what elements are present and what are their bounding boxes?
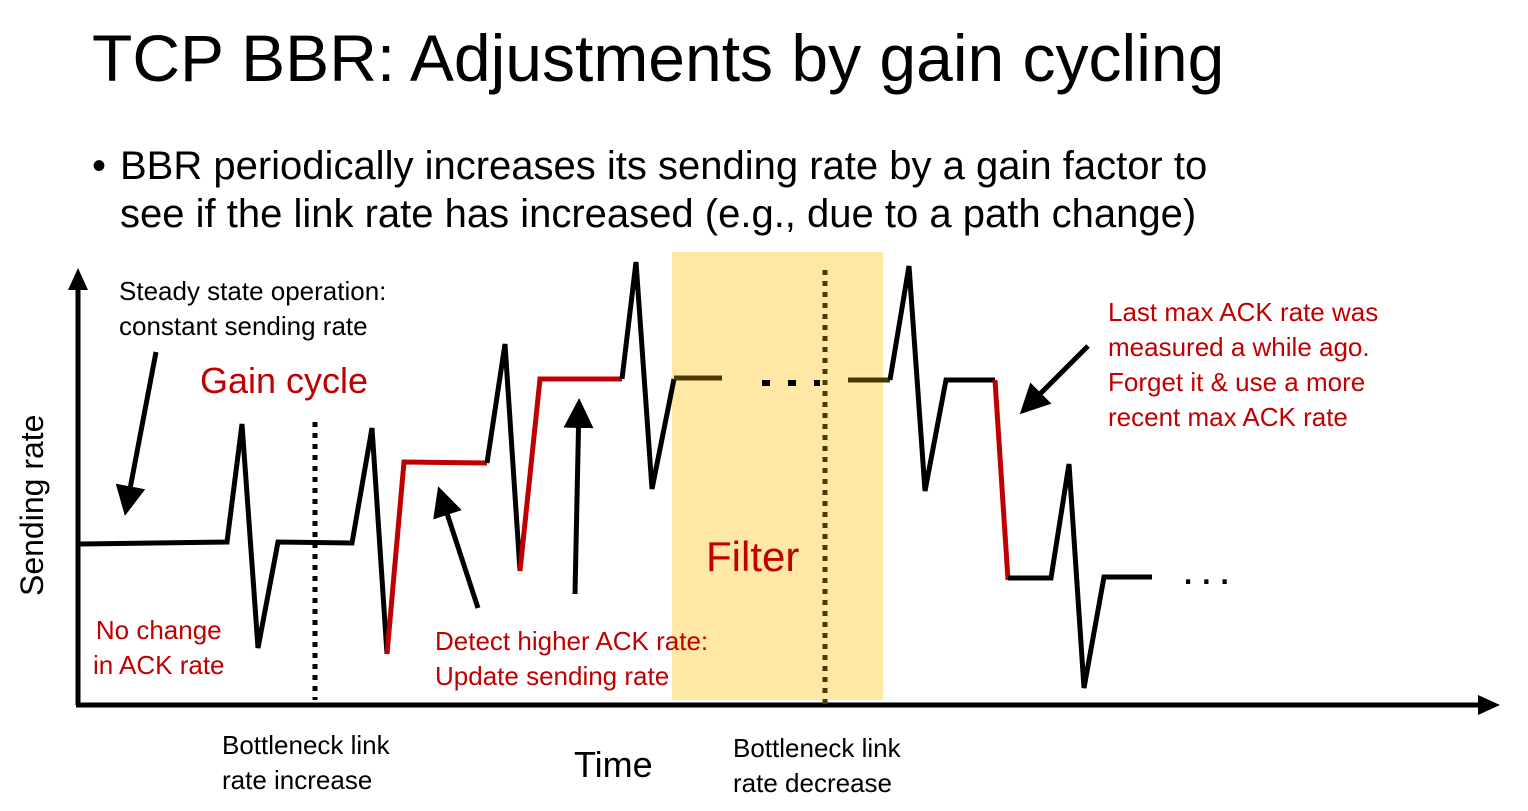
- trailing-ellipsis: ...: [1182, 545, 1237, 594]
- steady-state-line-1: Steady state operation:: [119, 276, 387, 306]
- trace-segment-5: [619, 261, 677, 490]
- trace-segment-2-update: [384, 459, 488, 655]
- bullet-line-1: BBR periodically increases its sending r…: [120, 144, 1208, 188]
- bullet-line-2: see if the link rate has increased (e.g.…: [120, 192, 1197, 236]
- no-change-line-2: in ACK rate: [93, 650, 225, 680]
- no-change-label: No change in ACK rate: [93, 613, 225, 683]
- filter-band: [672, 252, 883, 700]
- trace-segment-6: [887, 265, 995, 492]
- detect-arrow-2: [563, 398, 594, 595]
- last-max-label: Last max ACK rate was measured a while a…: [1108, 295, 1378, 435]
- gain-cycle-label: Gain cycle: [200, 360, 369, 401]
- filter-label: Filter: [706, 533, 800, 580]
- last-max-arrow: [1019, 344, 1090, 415]
- bullet-text: BBR periodically increases its sending r…: [120, 142, 1207, 238]
- last-max-line-3: Forget it & use a more: [1108, 367, 1366, 397]
- bottleneck-decrease-label: Bottleneck link rate decrease: [733, 731, 901, 801]
- bottleneck-decrease-line-1: Bottleneck link: [733, 733, 901, 763]
- no-change-line-1: No change: [95, 615, 222, 645]
- slide-title: TCP BBR: Adjustments by gain cycling: [92, 21, 1225, 95]
- trace-segment-3: [484, 343, 523, 572]
- bottleneck-increase-label: Bottleneck link rate increase: [222, 728, 390, 798]
- bottleneck-increase-line-2: rate increase: [222, 765, 373, 795]
- x-axis-label: Time: [574, 744, 653, 785]
- steady-state-arrow: [115, 351, 159, 516]
- axes: [68, 268, 1500, 715]
- last-max-line-4: recent max ACK rate: [1108, 402, 1348, 432]
- bullet-marker: •: [92, 144, 107, 188]
- y-axis-arrowhead: [68, 268, 88, 290]
- trace-segment-4-update: [517, 376, 622, 572]
- detect-higher-line-2: Update sending rate: [435, 661, 670, 691]
- last-max-line-2: measured a while ago.: [1108, 332, 1370, 362]
- detect-higher-line-1: Detect higher ACK rate:: [435, 626, 709, 656]
- steady-state-line-2: constant sending rate: [119, 311, 368, 341]
- y-axis-label: Sending rate: [14, 414, 50, 596]
- trace-segment-8: [1008, 463, 1152, 689]
- sending-rate-trace: [79, 261, 1152, 689]
- bottleneck-decrease-line-2: rate decrease: [733, 768, 892, 798]
- trace-segment-7-update: [992, 379, 1011, 581]
- detect-arrow-1: [433, 486, 481, 609]
- trace-segment-1: [79, 423, 390, 655]
- steady-state-label: Steady state operation: constant sending…: [119, 274, 386, 344]
- annotation-arrows: [115, 344, 1090, 609]
- x-axis-arrowhead: [1478, 695, 1500, 715]
- detect-higher-label: Detect higher ACK rate: Update sending r…: [435, 624, 708, 694]
- last-max-line-1: Last max ACK rate was: [1108, 297, 1379, 327]
- bottleneck-increase-line-1: Bottleneck link: [222, 730, 390, 760]
